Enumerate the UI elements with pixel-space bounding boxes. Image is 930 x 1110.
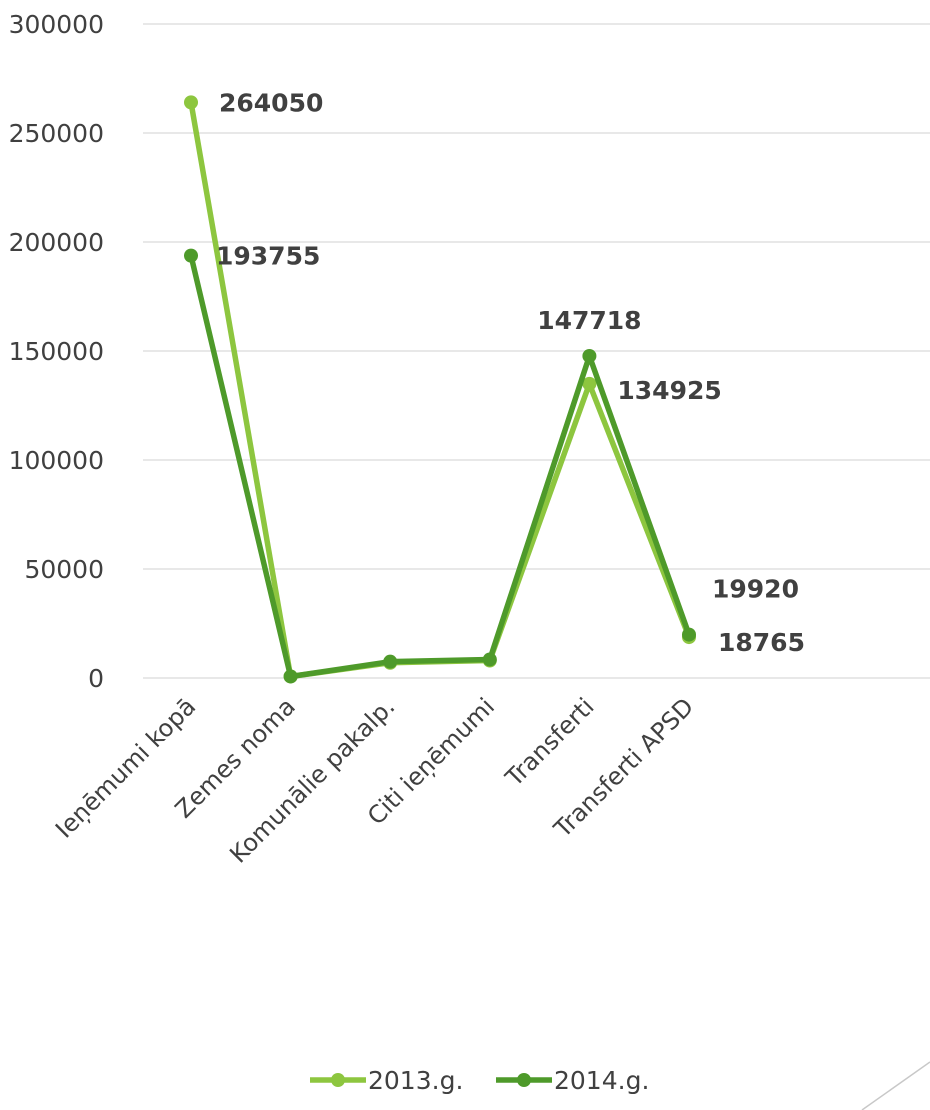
legend-swatch-marker — [517, 1073, 531, 1087]
data-label: 193755 — [216, 242, 320, 271]
data-point — [283, 669, 298, 684]
x-category-label: Ieņēmumi kopā — [50, 692, 201, 843]
y-tick-label: 300000 — [9, 10, 104, 39]
legend: 2013.g. 2014.g. — [310, 1066, 649, 1095]
y-tick-label: 150000 — [9, 337, 104, 366]
data-label: 147718 — [537, 306, 641, 335]
x-category-label: Transferti — [500, 692, 600, 792]
series-line-1 — [188, 101, 692, 680]
data-point — [582, 348, 597, 363]
data-label: 18765 — [718, 628, 805, 657]
data-label: 19920 — [712, 575, 799, 604]
legend-label: 2013.g. — [368, 1066, 463, 1095]
series-lines — [184, 95, 696, 684]
x-category-label: Komunālie pakalp. — [224, 692, 400, 868]
grid — [143, 23, 930, 679]
data-point — [383, 654, 398, 669]
data-point — [582, 376, 597, 391]
series-line-2 — [188, 254, 692, 680]
legend-swatch-marker — [331, 1073, 345, 1087]
y-tick-label: 250000 — [9, 119, 104, 148]
y-tick-label: 50000 — [24, 555, 104, 584]
corner-decoration-line — [861, 1061, 930, 1110]
data-labels: 264050 134925 18765 193755 147718 19920 — [216, 88, 805, 657]
y-tick-label: 0 — [88, 664, 104, 693]
y-tick-label: 200000 — [9, 228, 104, 257]
y-axis-ticks: 0 50000 100000 150000 200000 250000 300000 — [9, 10, 104, 693]
data-point — [184, 248, 198, 263]
y-tick-label: 100000 — [9, 446, 104, 475]
data-label: 264050 — [219, 88, 323, 117]
data-label: 134925 — [617, 376, 721, 405]
data-point — [482, 652, 497, 667]
data-point — [682, 627, 696, 642]
legend-label: 2014.g. — [554, 1066, 649, 1095]
data-point — [184, 95, 198, 110]
